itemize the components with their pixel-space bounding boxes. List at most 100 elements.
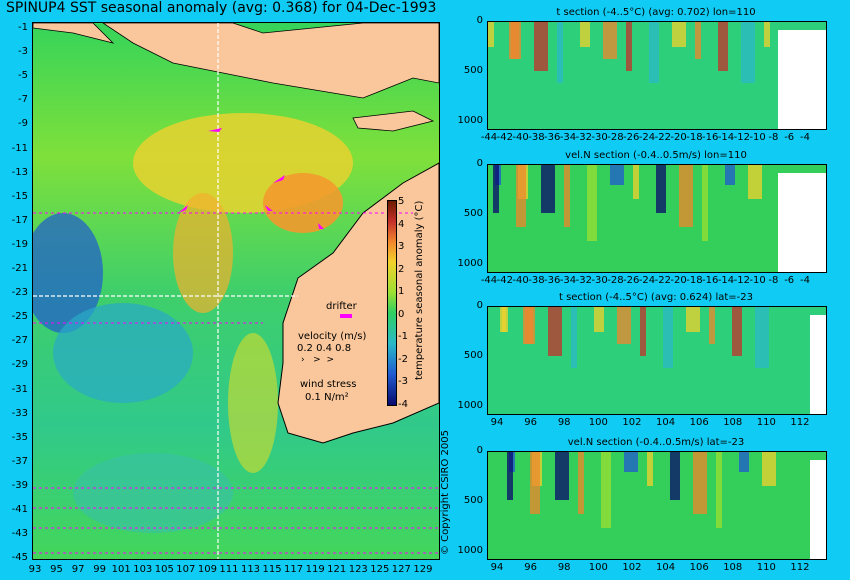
drifter-markers <box>178 128 324 229</box>
colorbar-tick-label: -1 <box>398 331 408 342</box>
no-data-region <box>778 173 826 272</box>
colorbar-tick-label: 2 <box>398 263 405 275</box>
wind-stress-vectors <box>33 212 439 554</box>
section-x-tick-label: -40 <box>512 132 529 143</box>
section-feature <box>762 452 776 486</box>
lon-tick-label: 99 <box>93 564 106 575</box>
land-indonesia <box>102 23 439 99</box>
velocity-legend-title: velocity (m/s) <box>298 331 367 342</box>
section-y-tick-label: 500 <box>463 350 483 361</box>
lon-tick-label: 101 <box>111 564 131 575</box>
section-x-tick-label: -20 <box>670 275 687 286</box>
section-plot <box>487 164 827 273</box>
land-sumatra <box>33 23 115 44</box>
lon-tick-label: 123 <box>348 564 368 575</box>
section-x-tick-label: -24 <box>638 132 656 143</box>
section-x-tick-label: -38 <box>528 132 545 143</box>
section-x-tick-label: 104 <box>656 417 676 428</box>
section-x-tick-label: -34 <box>559 275 577 286</box>
section-title: vel.N section (-0.4..0.5m/s) lon=110 <box>565 150 747 161</box>
section-feature <box>603 22 617 59</box>
section-y-tick-label: 1000 <box>457 115 483 126</box>
lat-tick-label: -7 <box>18 94 28 106</box>
lat-tick-label: -39 <box>11 479 28 491</box>
colorbar-tick-label: -3 <box>398 376 408 387</box>
section-feature <box>594 307 604 332</box>
section-y-tick-label: 500 <box>463 65 483 76</box>
section-y-tick-label: 0 <box>476 445 483 456</box>
section-feature <box>578 452 584 514</box>
section-feature <box>640 307 646 356</box>
section-title: vel.N section (-0.4..0.5m/s) lat=-23 <box>567 437 745 448</box>
section-y-tick-label: 0 <box>476 15 483 26</box>
section-x-tick-label: 98 <box>557 562 571 573</box>
section-feature <box>702 165 708 241</box>
section-feature <box>716 452 722 528</box>
section-feature <box>748 165 762 199</box>
section-x-tick-label: -18 <box>686 132 703 143</box>
section-feature <box>488 22 494 47</box>
lat-tick-label: -1 <box>18 22 28 33</box>
wind-stress-legend-title: wind stress <box>300 379 357 390</box>
section-feature <box>672 22 686 47</box>
section-x-tick-label: -44 <box>480 132 498 143</box>
map-title: SPINUP4 SST seasonal anomaly (avg: 0.368… <box>6 0 437 16</box>
section-feature <box>633 165 639 199</box>
section-y-tick-label: 500 <box>463 208 483 219</box>
section-x-tick-label: -20 <box>670 132 687 143</box>
lon-tick-label: 113 <box>240 564 261 575</box>
section-x-tick-label: -12 <box>733 132 750 143</box>
section-feature <box>732 307 742 356</box>
section-feature <box>755 307 769 368</box>
colorbar-tick-label: -2 <box>398 353 408 365</box>
section-x-tick-label: -6 <box>784 132 795 143</box>
cool-anomaly-mid <box>53 303 193 403</box>
lat-tick-label: -27 <box>11 335 28 347</box>
section-feature <box>656 165 666 213</box>
section-feature <box>534 22 548 71</box>
lon-tick-label: 127 <box>391 564 411 575</box>
warm-anomaly-core <box>263 173 343 233</box>
section-x-tick-label: 94 <box>490 562 504 573</box>
section-x-tick-label: 106 <box>689 417 709 428</box>
section-x-tick-label: -30 <box>591 275 608 286</box>
section-y-tick-label: 0 <box>476 158 483 169</box>
section-x-tick-label: -4 <box>800 132 810 143</box>
section-title: t section (-4..5°C) (avg: 0.624) lat=-23 <box>558 292 754 303</box>
no-data-region <box>810 315 826 414</box>
section-x-tick-label: -28 <box>607 275 624 286</box>
section-x-tick-label: 102 <box>622 417 642 428</box>
section-x-tick-label: -8 <box>768 275 779 286</box>
section-feature <box>695 22 701 59</box>
section-x-tick-label: -18 <box>686 275 703 286</box>
section-feature <box>493 165 499 213</box>
section-feature <box>500 307 506 332</box>
section-x-tick-label: -4 <box>800 275 810 286</box>
lon-tick-label: 103 <box>133 564 153 575</box>
section-plot <box>487 306 827 415</box>
lat-tick-label: -45 <box>11 552 28 564</box>
section-y-tick-label: 1000 <box>457 400 483 411</box>
section-canvas <box>488 307 826 414</box>
colorbar-tick-label: 1 <box>398 286 405 297</box>
lon-tick-label: 121 <box>327 564 347 575</box>
section-feature <box>523 307 533 344</box>
lat-tick-label: -23 <box>11 287 28 299</box>
section-x-tick-label: -14 <box>717 132 735 143</box>
section-feature <box>557 22 563 83</box>
section-feature <box>516 165 526 227</box>
colorbar-tick-label: 3 <box>398 241 405 252</box>
section-x-tick-label: -22 <box>654 275 671 286</box>
section-feature <box>507 452 513 500</box>
section-x-tick-label: 108 <box>723 417 743 428</box>
section-x-tick-label: 104 <box>656 562 676 573</box>
section-x-tick-label: -34 <box>559 132 577 143</box>
section-x-tick-label: -14 <box>717 275 735 286</box>
section-feature <box>663 307 673 368</box>
section-x-tick-label: -32 <box>575 132 592 143</box>
lat-tick-label: -41 <box>11 504 28 515</box>
lat-tick-label: -35 <box>11 431 28 443</box>
section-x-tick-label: -10 <box>749 132 766 143</box>
section-feature <box>647 452 653 486</box>
lon-tick-label: 117 <box>284 564 304 575</box>
